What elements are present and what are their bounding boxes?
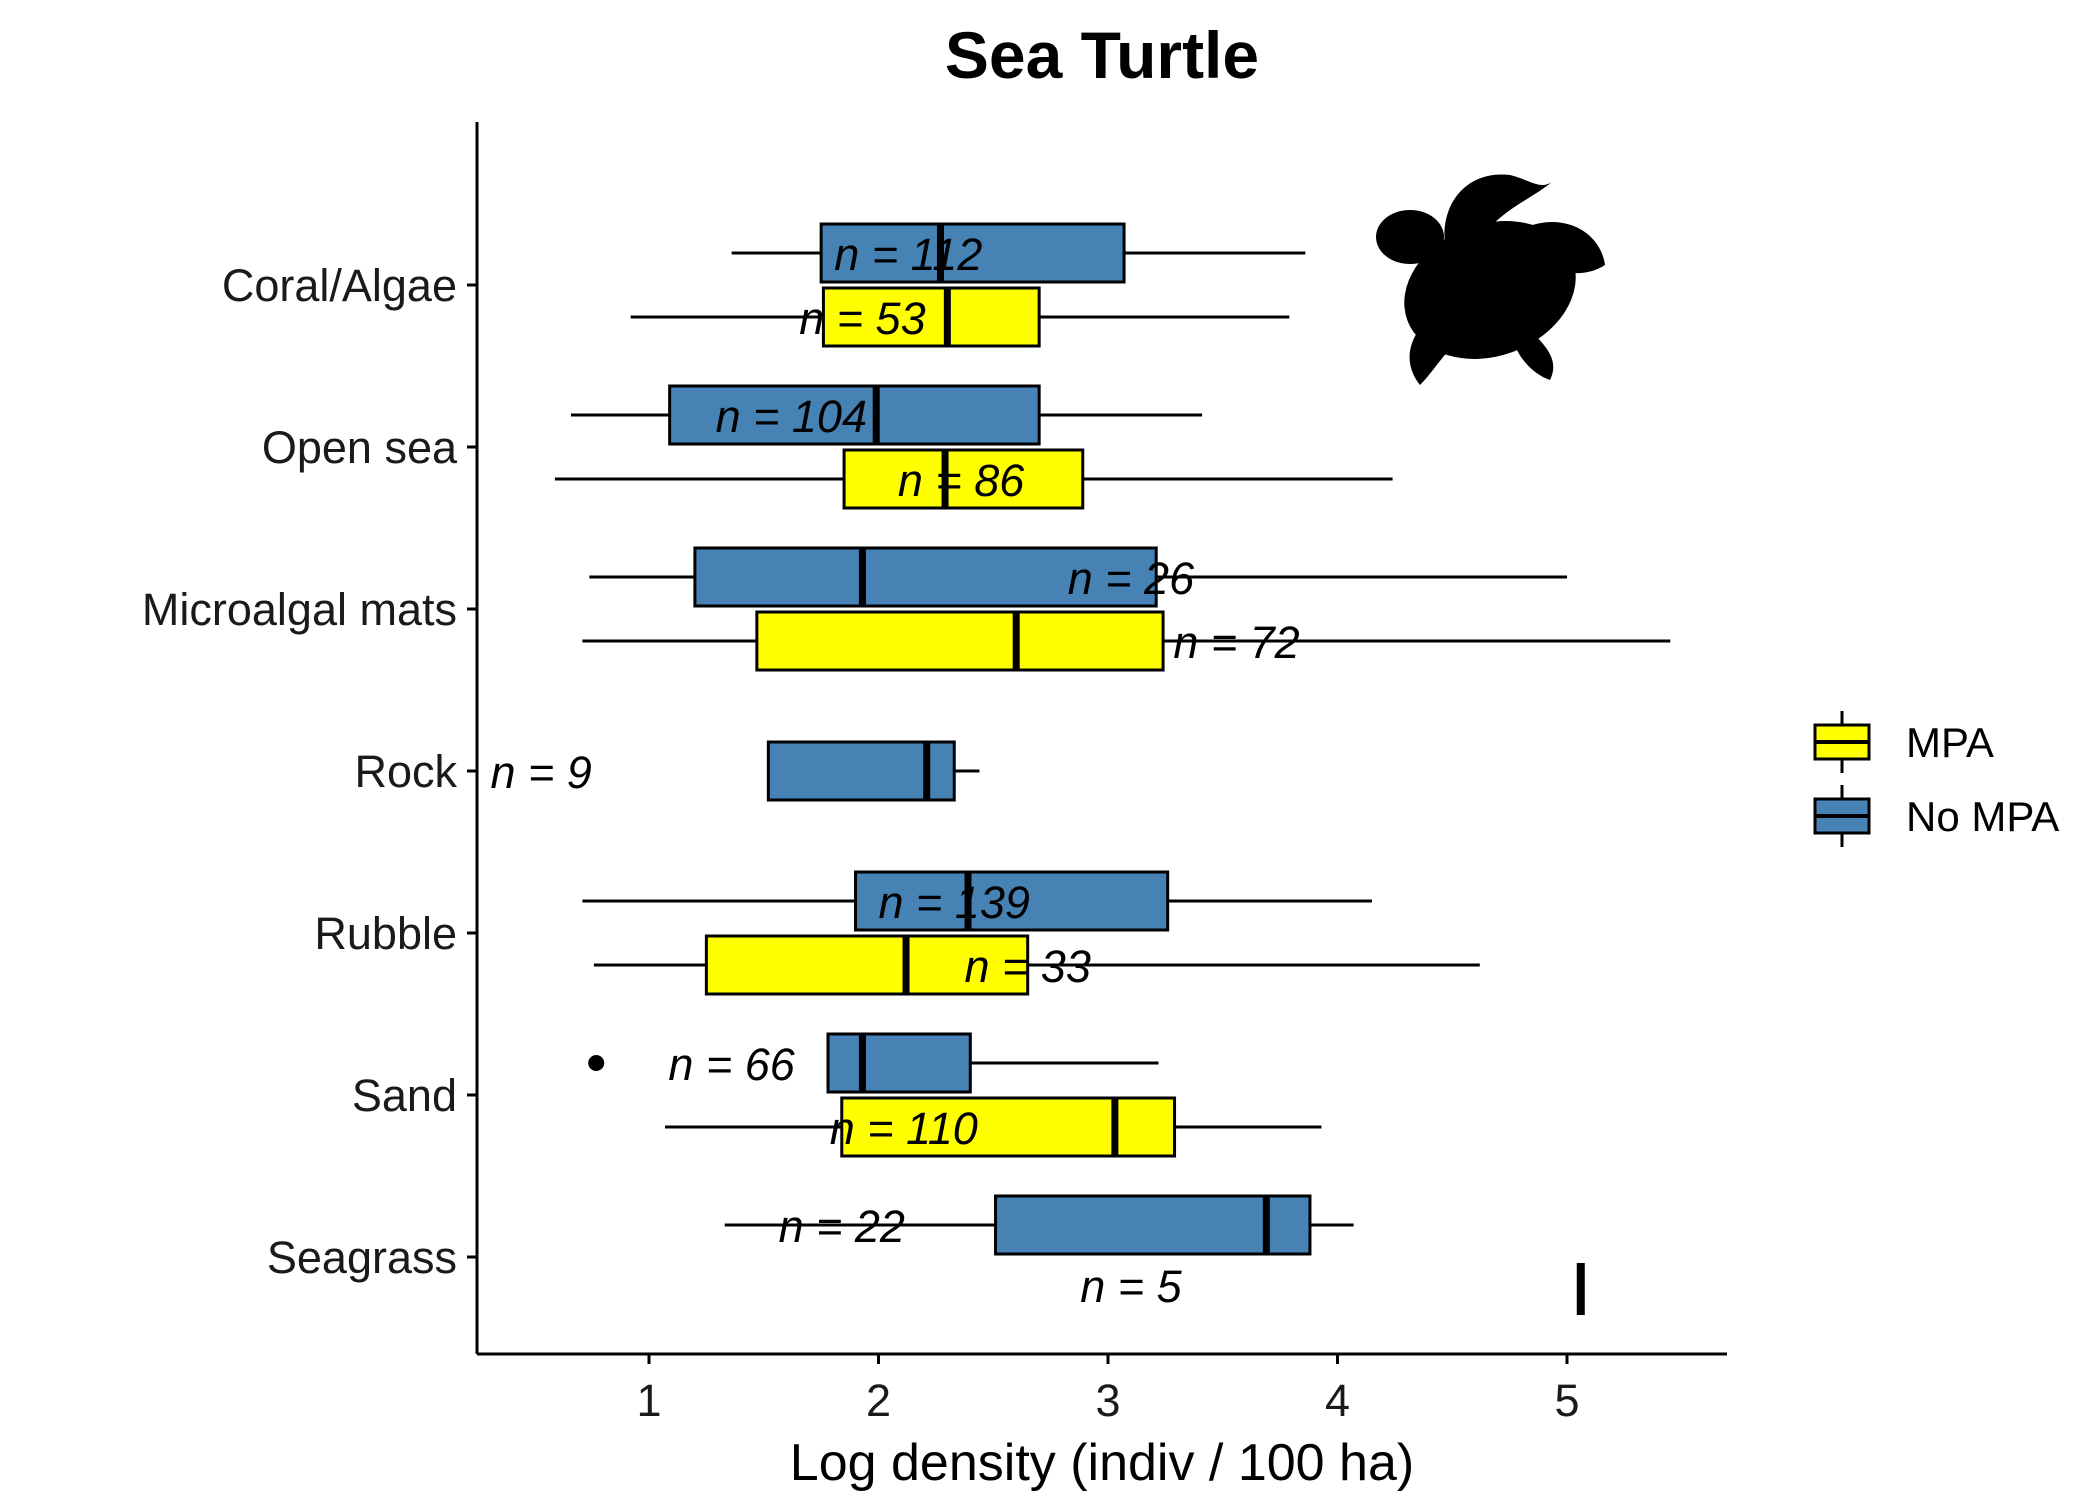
n-label: n = 139 — [879, 877, 1030, 928]
box-open-sea-mpa: n = 86 — [554, 448, 1393, 510]
box-microalgal-mats-mpa: n = 72 — [582, 610, 1671, 672]
n-label: n = 112 — [834, 229, 982, 280]
x-tick-label: 4 — [1325, 1375, 1350, 1426]
y-category-label: Rubble — [314, 908, 457, 959]
box-coral-algae-no-mpa: n = 112 — [731, 222, 1306, 284]
x-tick-label: 1 — [636, 1375, 661, 1426]
x-tick-label: 2 — [866, 1375, 891, 1426]
n-label: n = 104 — [716, 391, 867, 442]
n-label: n = 110 — [830, 1103, 978, 1154]
n-label: n = 53 — [799, 293, 925, 344]
x-tick-label: 3 — [1095, 1375, 1120, 1426]
n-label: n = 22 — [779, 1201, 905, 1252]
y-category-label: Open sea — [262, 422, 458, 473]
iqr-box — [994, 1194, 1312, 1256]
box-rubble-no-mpa: n = 139 — [582, 870, 1372, 932]
x-axis-title: Log density (indiv / 100 ha) — [790, 1434, 1414, 1492]
n-label: n = 9 — [490, 747, 591, 798]
legend: MPA No MPA — [1813, 711, 2059, 847]
box-sand-no-mpa: n = 66 — [588, 1032, 1159, 1094]
x-axis-ticks: 1 2 3 4 5 — [636, 1354, 1580, 1426]
y-axis-ticks: Coral/Algae Open sea Microalgal mats Rock Ru… — [142, 260, 477, 1283]
iqr-box — [842, 448, 1085, 510]
y-category-label: Coral/Algae — [222, 260, 457, 311]
plot-area: n = 112 n = 104 n = 26 n = 9 n = 139 n = 66 n … — [490, 222, 1671, 1315]
legend-item-no-mpa: No MPA — [1813, 785, 2059, 847]
n-label: n = 33 — [964, 941, 1090, 992]
y-category-label: Sand — [352, 1070, 457, 1121]
box-rubble-mpa: n = 33 — [593, 934, 1480, 996]
box-seagrass-no-mpa: n = 22 — [724, 1194, 1354, 1256]
iqr-box — [704, 934, 1030, 996]
y-category-label: Microalgal mats — [142, 584, 457, 635]
n-label: n = 66 — [668, 1039, 795, 1090]
n-label: n = 5 — [1080, 1261, 1182, 1312]
box-seagrass-mpa: n = 5 — [1080, 1261, 1585, 1315]
sea-turtle-icon — [1376, 174, 1605, 385]
iqr-box — [693, 546, 1158, 608]
outlier-point — [588, 1055, 605, 1071]
iqr-box — [854, 870, 1170, 932]
legend-item-mpa: MPA — [1813, 711, 1994, 773]
n-label: n = 72 — [1173, 617, 1299, 668]
y-category-label: Rock — [354, 746, 457, 797]
legend-label: MPA — [1906, 719, 1994, 766]
iqr-box — [821, 286, 1041, 348]
iqr-box — [755, 610, 1165, 672]
box-sand-mpa: n = 110 — [665, 1096, 1322, 1158]
box-open-sea-no-mpa: n = 104 — [570, 384, 1203, 446]
n-label: n = 26 — [1068, 553, 1195, 604]
legend-label: No MPA — [1906, 793, 2059, 840]
box-coral-algae-mpa: n = 53 — [630, 286, 1290, 348]
x-tick-label: 5 — [1554, 1375, 1579, 1426]
iqr-box — [840, 1096, 1177, 1158]
n-label: n = 86 — [898, 455, 1025, 506]
y-category-label: Seagrass — [267, 1232, 457, 1283]
box-microalgal-mats-no-mpa: n = 26 — [589, 546, 1567, 608]
chart-title: Sea Turtle — [945, 18, 1259, 92]
box-rock-no-mpa: n = 9 — [490, 740, 980, 802]
iqr-box — [819, 222, 1126, 284]
iqr-box — [826, 1032, 972, 1094]
iqr-box — [668, 384, 1041, 446]
